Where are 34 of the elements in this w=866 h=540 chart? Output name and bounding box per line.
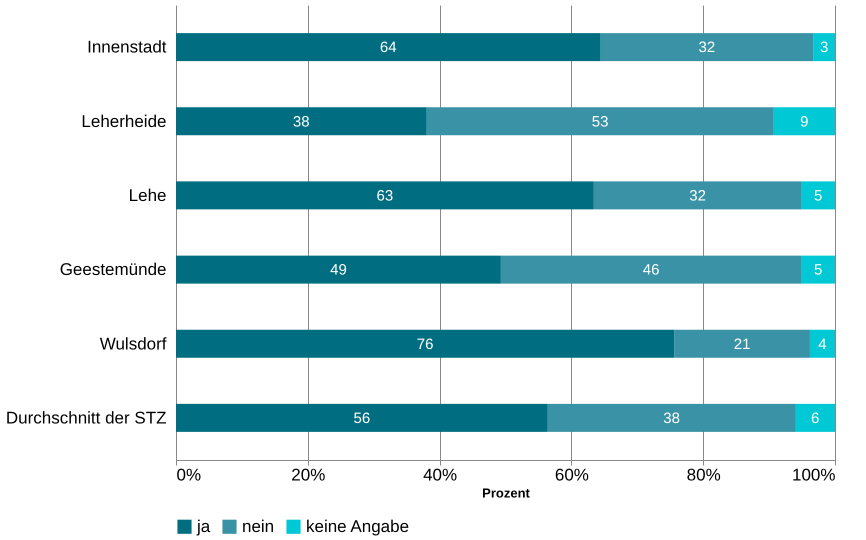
x-tick-label: 20%: [291, 466, 326, 484]
data-label: 38: [663, 410, 680, 427]
legend-label: nein: [242, 516, 274, 536]
data-label: 5: [814, 262, 822, 279]
data-label: 3: [820, 39, 828, 56]
data-label: 5: [814, 187, 822, 204]
data-label: 76: [416, 336, 434, 353]
data-label: 9: [800, 113, 809, 130]
x-tick-label: 40%: [423, 466, 458, 484]
legend-label: ja: [196, 516, 211, 536]
x-tick-label: 60%: [554, 466, 589, 484]
y-tick-label: Wulsdorf: [100, 334, 167, 354]
data-label: 53: [592, 113, 608, 130]
x-tick-label: 0%: [176, 466, 202, 484]
y-tick-label: Geestemünde: [60, 260, 166, 280]
x-tick-label: 80%: [686, 466, 721, 484]
x-axis-title: Prozent: [482, 486, 531, 500]
data-label: 56: [353, 410, 370, 427]
y-tick-label: Durchschnitt der STZ: [6, 408, 166, 428]
data-label: 32: [698, 39, 716, 56]
data-label: 21: [734, 336, 750, 353]
data-label: 32: [689, 187, 706, 204]
x-tick-label: 100%: [792, 466, 836, 484]
data-label: 49: [330, 262, 347, 279]
y-tick-label: Leherheide: [81, 112, 166, 131]
data-label: 38: [292, 113, 310, 130]
data-label: 4: [818, 336, 827, 353]
y-tick-label: Innenstadt: [87, 38, 167, 57]
y-tick-label: Lehe: [128, 186, 166, 205]
data-label: 6: [811, 410, 820, 427]
data-label: 46: [642, 262, 660, 279]
legend-label: keine Angabe: [306, 516, 410, 536]
data-label: 63: [376, 187, 394, 204]
data-label: 64: [380, 39, 397, 56]
